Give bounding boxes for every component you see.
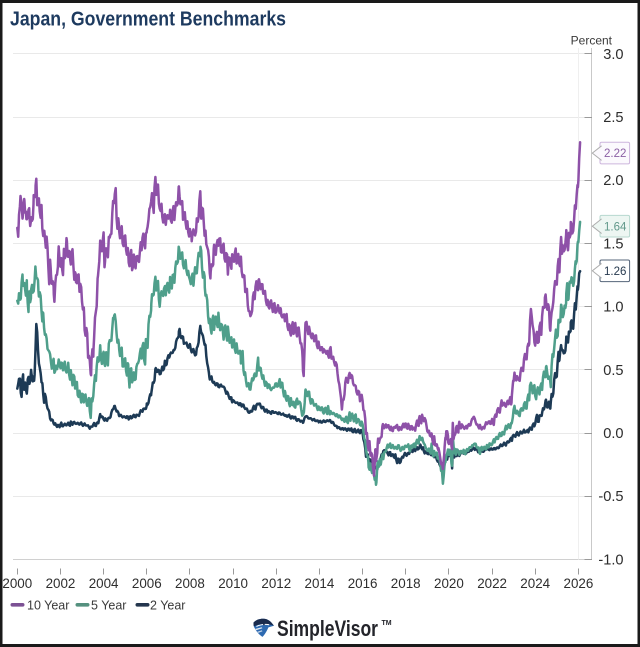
svg-text:2.0: 2.0 (603, 173, 623, 189)
svg-text:2.22: 2.22 (604, 148, 626, 160)
svg-text:2022: 2022 (477, 576, 507, 591)
svg-text:1.26: 1.26 (604, 266, 626, 278)
svg-text:10 Year: 10 Year (27, 599, 69, 613)
svg-text:2016: 2016 (348, 576, 378, 591)
svg-text:2014: 2014 (305, 576, 335, 591)
svg-text:SimpleVisor: SimpleVisor (277, 616, 378, 641)
svg-text:2008: 2008 (175, 576, 205, 591)
svg-text:5 Year: 5 Year (91, 599, 126, 613)
svg-text:0.0: 0.0 (603, 426, 623, 442)
svg-text:0.5: 0.5 (603, 363, 623, 379)
svg-text:2026: 2026 (564, 576, 594, 591)
svg-text:2020: 2020 (434, 576, 464, 591)
svg-text:Percent: Percent (571, 34, 613, 48)
svg-text:1.5: 1.5 (603, 236, 623, 252)
svg-text:2002: 2002 (46, 576, 76, 591)
svg-text:2024: 2024 (520, 576, 550, 591)
svg-text:-0.5: -0.5 (598, 489, 623, 505)
svg-text:Japan, Government Benchmarks: Japan, Government Benchmarks (10, 8, 286, 30)
svg-text:1.64: 1.64 (604, 221, 627, 233)
svg-text:2012: 2012 (261, 576, 291, 591)
svg-text:2.5: 2.5 (603, 110, 623, 126)
svg-text:2 Year: 2 Year (150, 599, 185, 613)
svg-text:2004: 2004 (89, 576, 119, 591)
svg-text:3.0: 3.0 (603, 47, 623, 63)
svg-text:-1.0: -1.0 (598, 552, 623, 568)
svg-text:2018: 2018 (391, 576, 421, 591)
svg-text:2000: 2000 (2, 576, 32, 591)
svg-text:2010: 2010 (218, 576, 248, 591)
svg-text:1.0: 1.0 (603, 300, 623, 316)
svg-text:TM: TM (382, 620, 392, 627)
svg-text:2006: 2006 (132, 576, 162, 591)
